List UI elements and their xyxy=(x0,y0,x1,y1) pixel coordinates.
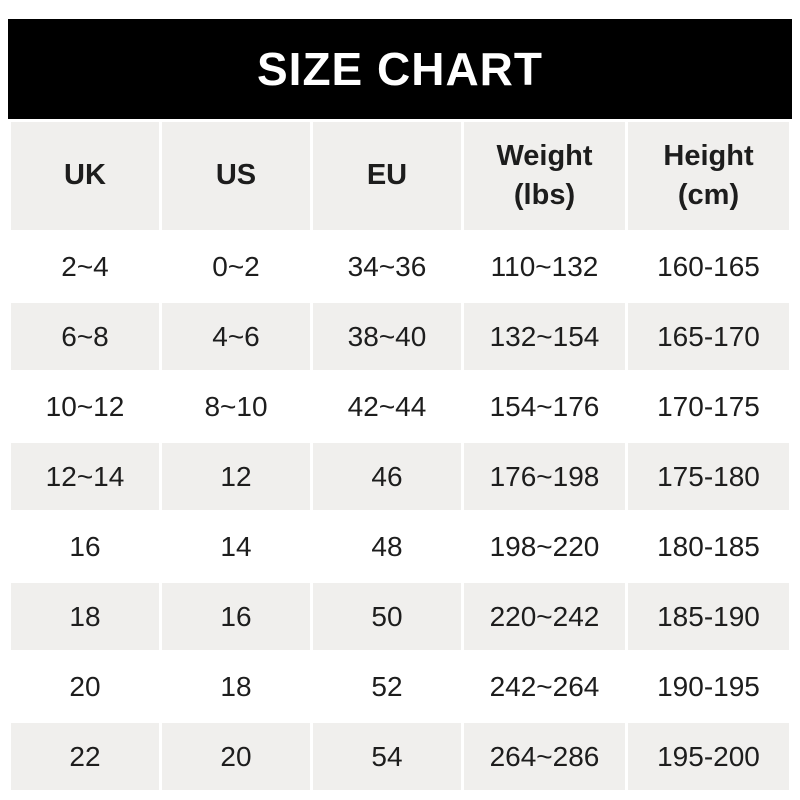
table-cell: 2~4 xyxy=(11,233,159,300)
table-row: 20 18 52 242~264 190-195 xyxy=(11,653,789,720)
table-cell: 20 xyxy=(11,653,159,720)
table-cell: 12~14 xyxy=(11,443,159,510)
table-cell: 18 xyxy=(11,583,159,650)
table-cell: 18 xyxy=(162,653,310,720)
table-row: 18 16 50 220~242 185-190 xyxy=(11,583,789,650)
table-cell: 12 xyxy=(162,443,310,510)
table-cell: 8~10 xyxy=(162,373,310,440)
table-row: 16 14 48 198~220 180-185 xyxy=(11,513,789,580)
column-header-label: US xyxy=(215,159,257,192)
column-header-us: US xyxy=(162,122,310,230)
table-cell: 52 xyxy=(313,653,461,720)
column-header-label: Weight xyxy=(496,139,593,172)
table-cell: 195-200 xyxy=(628,723,789,790)
table-cell: 16 xyxy=(162,583,310,650)
table-cell: 4~6 xyxy=(162,303,310,370)
table-cell: 165-170 xyxy=(628,303,789,370)
table-cell: 154~176 xyxy=(464,373,625,440)
table-cell: 14 xyxy=(162,513,310,580)
table-cell: 48 xyxy=(313,513,461,580)
table-row: 6~8 4~6 38~40 132~154 165-170 xyxy=(11,303,789,370)
table-cell: 46 xyxy=(313,443,461,510)
table-cell: 220~242 xyxy=(464,583,625,650)
column-header-label: EU xyxy=(366,159,408,192)
table-cell: 50 xyxy=(313,583,461,650)
table-cell: 54 xyxy=(313,723,461,790)
column-header-weight: Weight (lbs) xyxy=(464,122,625,230)
table-cell: 22 xyxy=(11,723,159,790)
table-cell: 175-180 xyxy=(628,443,789,510)
table-cell: 176~198 xyxy=(464,443,625,510)
column-header-label: UK xyxy=(64,159,106,192)
table-cell: 180-185 xyxy=(628,513,789,580)
table-cell: 6~8 xyxy=(11,303,159,370)
column-header-height: Height (cm) xyxy=(628,122,789,230)
table-cell: 190-195 xyxy=(628,653,789,720)
table-cell: 38~40 xyxy=(313,303,461,370)
table-cell: 20 xyxy=(162,723,310,790)
column-header-eu: EU xyxy=(313,122,461,230)
column-header-label: Height xyxy=(663,139,754,172)
column-header-sublabel: (lbs) xyxy=(513,179,576,211)
table-cell: 160-165 xyxy=(628,233,789,300)
table-cell: 264~286 xyxy=(464,723,625,790)
table-cell: 110~132 xyxy=(464,233,625,300)
column-header-uk: UK xyxy=(11,122,159,230)
title-band: SIZE CHART xyxy=(8,19,792,119)
table-cell: 34~36 xyxy=(313,233,461,300)
table-cell: 42~44 xyxy=(313,373,461,440)
table-cell: 170-175 xyxy=(628,373,789,440)
table-cell: 132~154 xyxy=(464,303,625,370)
table-row: 10~12 8~10 42~44 154~176 170-175 xyxy=(11,373,789,440)
column-header-sublabel: (cm) xyxy=(677,179,740,211)
table-row: 2~4 0~2 34~36 110~132 160-165 xyxy=(11,233,789,300)
header-row: UK US EU Weight (lbs) Height (cm) xyxy=(11,122,789,230)
table-cell: 10~12 xyxy=(11,373,159,440)
table-cell: 185-190 xyxy=(628,583,789,650)
size-chart-table: UK US EU Weight (lbs) Height (cm) xyxy=(8,119,792,793)
page-title: SIZE CHART xyxy=(257,43,543,95)
table-cell: 198~220 xyxy=(464,513,625,580)
table-cell: 16 xyxy=(11,513,159,580)
table-row: 22 20 54 264~286 195-200 xyxy=(11,723,789,790)
table-cell: 242~264 xyxy=(464,653,625,720)
table-cell: 0~2 xyxy=(162,233,310,300)
table-row: 12~14 12 46 176~198 175-180 xyxy=(11,443,789,510)
